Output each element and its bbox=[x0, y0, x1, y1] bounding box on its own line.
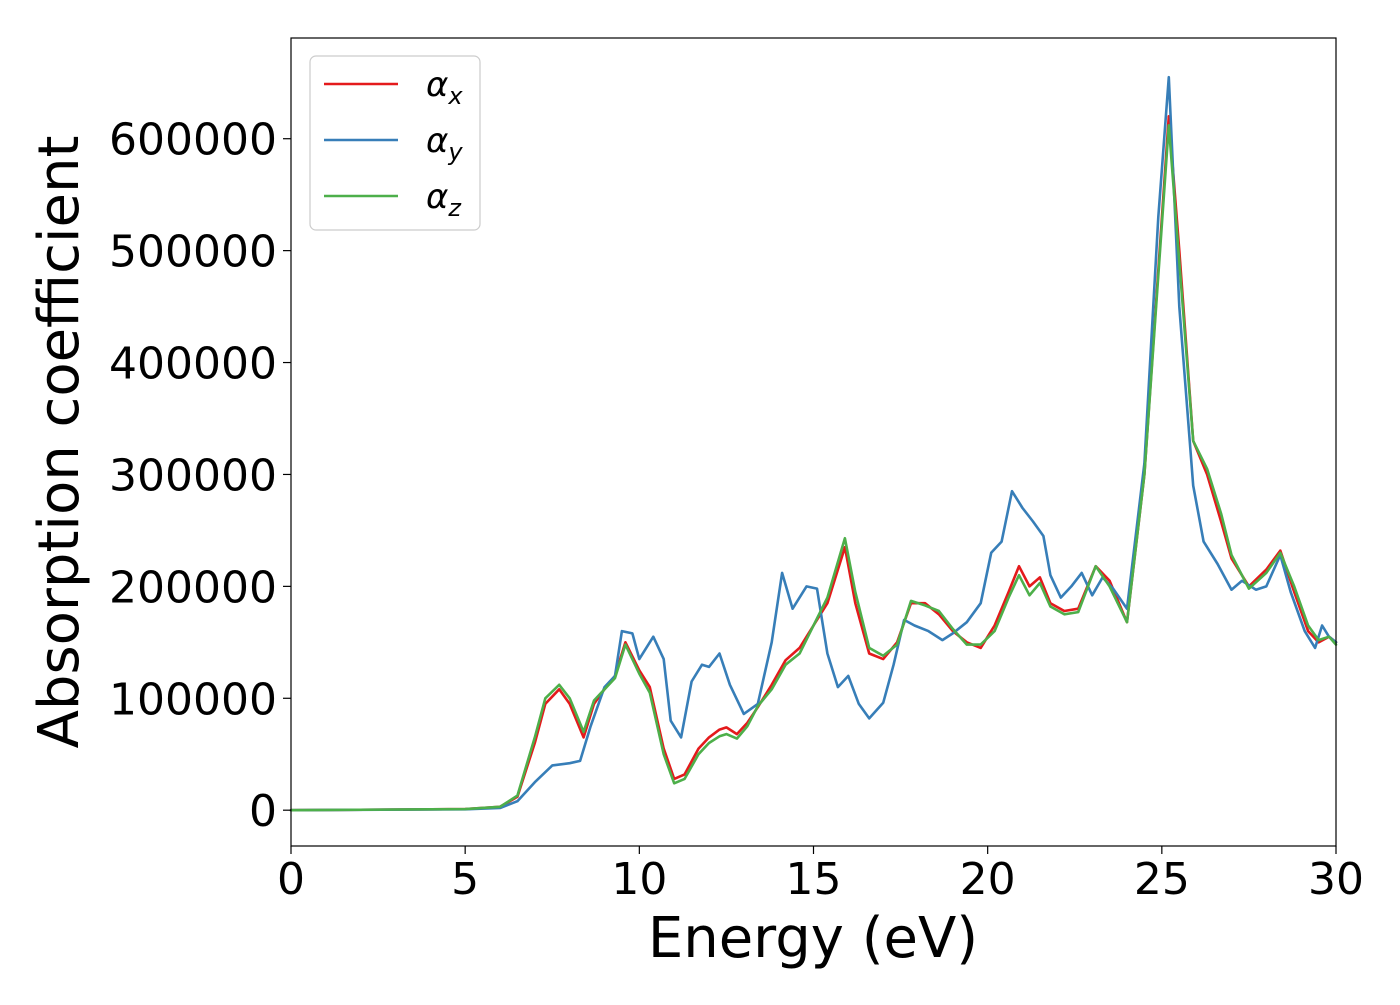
x-tick-label: 5 bbox=[451, 854, 479, 905]
x-tick-label: 0 bbox=[277, 854, 305, 905]
x-tick-label: 20 bbox=[960, 854, 1016, 905]
y-axis-label: Absorption coefficient bbox=[27, 136, 92, 749]
legend-label-z: αz bbox=[426, 177, 462, 222]
y-tick-label: 500000 bbox=[109, 227, 277, 278]
legend-subscript: z bbox=[447, 194, 462, 222]
legend-label-x: αx bbox=[426, 65, 463, 110]
y-tick-label: 0 bbox=[249, 786, 277, 837]
legend-symbol: α bbox=[426, 65, 448, 105]
y-tick-label: 600000 bbox=[109, 115, 277, 166]
y-tick-label: 300000 bbox=[109, 450, 277, 501]
x-axis-label: Energy (eV) bbox=[648, 906, 978, 971]
series-layer bbox=[289, 75, 1338, 812]
y-tick-label: 100000 bbox=[109, 674, 277, 725]
x-tick-label: 15 bbox=[786, 854, 842, 905]
series-line-y bbox=[289, 75, 1338, 812]
series-line-z bbox=[289, 124, 1338, 812]
x-axis: 0 5 10 15 20 25 30 bbox=[277, 846, 1364, 905]
x-tick-label: 30 bbox=[1308, 854, 1364, 905]
y-axis: 0 100000 200000 300000 400000 500000 600000 bbox=[109, 115, 291, 837]
legend-label-y: αy bbox=[426, 121, 463, 166]
legend-symbol: α bbox=[426, 177, 448, 217]
legend-subscript: x bbox=[447, 82, 463, 110]
x-tick-label: 10 bbox=[611, 854, 667, 905]
x-tick-label: 25 bbox=[1134, 854, 1190, 905]
legend-subscript: y bbox=[447, 138, 463, 166]
y-tick-label: 200000 bbox=[109, 562, 277, 613]
y-tick-label: 400000 bbox=[109, 339, 277, 390]
legend-symbol: α bbox=[426, 121, 448, 161]
legend-box bbox=[309, 55, 481, 231]
